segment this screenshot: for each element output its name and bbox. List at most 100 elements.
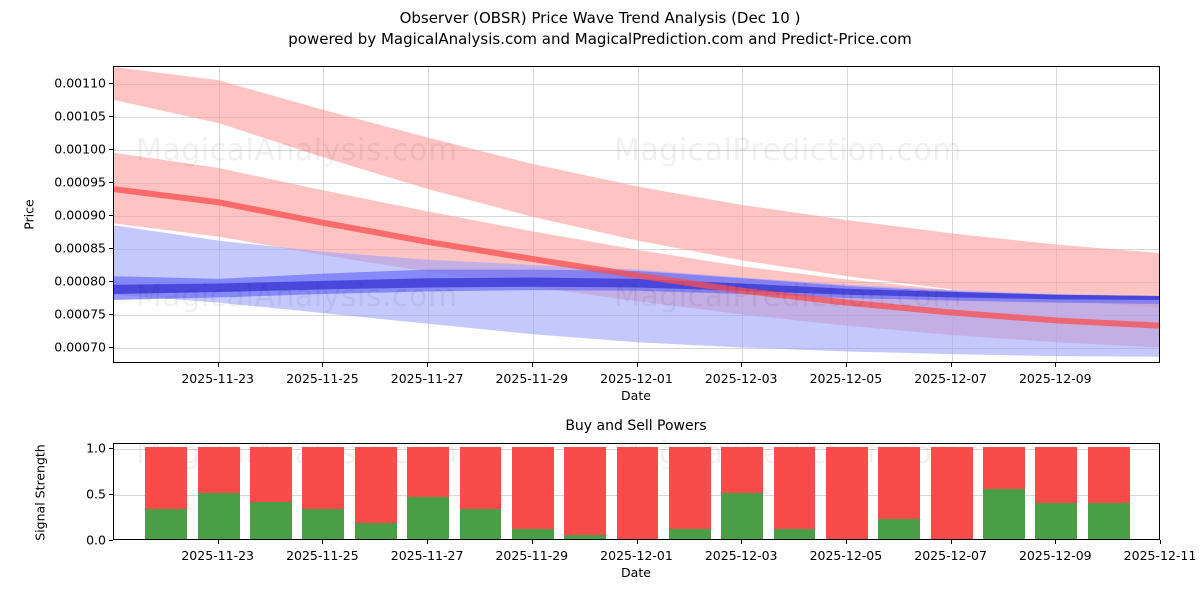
powers-bar[interactable]	[668, 446, 711, 539]
x-axis-tick-mark	[950, 363, 952, 367]
y-axis-tick-label: 0.00090	[54, 207, 106, 222]
x-axis-tick-label: 2025-12-01	[600, 548, 673, 563]
powers-bar[interactable]	[302, 446, 345, 539]
y-axis-tick-mark	[109, 247, 113, 249]
chart-title-subtitle: powered by MagicalAnalysis.com and Magic…	[288, 30, 912, 48]
powers-bar[interactable]	[930, 446, 973, 539]
powers-bar[interactable]	[564, 446, 607, 539]
y-axis-tick-mark	[109, 181, 113, 183]
y-axis-tick-label: 0.00095	[54, 174, 106, 189]
gridline-horizontal	[114, 149, 1159, 151]
y-axis-tick-label: 0.00110	[54, 75, 106, 90]
x-axis-tick-label: 2025-12-03	[704, 371, 778, 386]
page-title: Observer (OBSR) Price Wave Trend Analysi…	[0, 8, 1200, 50]
sell-power-segment	[616, 446, 659, 539]
x-axis-tick-mark	[741, 540, 743, 544]
powers-bar[interactable]	[197, 446, 240, 539]
sell-power-segment	[773, 446, 816, 539]
powers-bar[interactable]	[250, 446, 292, 539]
powers-bar[interactable]	[616, 446, 659, 539]
x-axis-tick-label: 2025-12-11	[1123, 548, 1197, 563]
powers-bar[interactable]	[354, 446, 397, 539]
x-axis-tick-label: 2025-11-29	[495, 548, 569, 563]
buy-power-segment	[878, 518, 921, 539]
x-axis-tick-mark	[1055, 540, 1057, 544]
powers-bar[interactable]	[1087, 446, 1130, 539]
powers-bar[interactable]	[773, 446, 816, 539]
y-axis-tick-mark	[109, 346, 113, 348]
x-axis-tick-label: 2025-12-01	[600, 371, 673, 386]
gridline-horizontal	[114, 83, 1159, 85]
y-axis-tick-label: 0.00075	[54, 306, 106, 321]
x-axis-tick-mark	[636, 540, 638, 544]
x-axis-tick-mark	[1055, 363, 1057, 367]
buy-power-segment	[1087, 502, 1130, 539]
buy-power-segment	[354, 523, 397, 539]
x-axis-tick-mark	[636, 363, 638, 367]
buy-power-segment	[197, 492, 240, 539]
y-axis-tick-mark	[109, 280, 113, 282]
x-axis-tick-mark	[741, 363, 743, 367]
powers-bar[interactable]	[878, 446, 921, 539]
x-axis-tick-label: 2025-12-09	[1018, 548, 1092, 563]
y-axis-tick-mark	[109, 214, 113, 216]
y-axis-tick-label: 0.00105	[54, 108, 106, 123]
sell-power-segment	[511, 446, 554, 539]
x-axis-tick-label: 2025-12-07	[914, 371, 987, 386]
chart-title-main: Observer (OBSR) Price Wave Trend Analysi…	[399, 9, 801, 27]
y-axis-tick-label: 0.0	[86, 532, 106, 548]
x-axis-tick-mark	[845, 540, 847, 544]
x-axis-tick-mark	[531, 540, 533, 544]
powers-bar[interactable]	[145, 446, 188, 539]
powers-bar[interactable]	[511, 446, 554, 539]
gridline-vertical	[951, 67, 953, 362]
x-axis-tick-mark	[1160, 540, 1161, 544]
y-axis-tick-mark	[109, 115, 113, 117]
powers-bar[interactable]	[983, 446, 1025, 539]
x-axis-tick-label: 2025-12-09	[1018, 371, 1092, 386]
y-axis-tick-mark	[109, 148, 113, 150]
buy-power-segment	[250, 502, 292, 539]
sell-center-trend-line	[114, 186, 1159, 329]
x-axis-tick-label: 2025-11-25	[286, 371, 359, 386]
x-axis-tick-label: 2025-12-05	[809, 371, 883, 386]
x-axis-tick-mark	[322, 363, 324, 367]
buy-power-segment	[668, 528, 711, 539]
price-wave-trend-chart: MagicalAnalysis.com MagicalPrediction.co…	[113, 66, 1160, 363]
buy-power-segment	[511, 528, 554, 539]
y-axis-tick-label: 0.00070	[54, 339, 106, 354]
gridline-horizontal	[114, 182, 1159, 184]
y-axis-tick-label: 0.00085	[54, 240, 106, 255]
x-axis-tick-label: 2025-11-23	[181, 548, 255, 563]
x-axis-tick-mark	[531, 363, 533, 367]
gridline-horizontal	[114, 248, 1159, 250]
buy-core-band	[114, 277, 1159, 300]
buy-power-segment	[302, 508, 345, 539]
gridline-horizontal	[114, 116, 1159, 118]
price-wave-bands	[114, 67, 1159, 357]
powers-bar[interactable]	[721, 446, 764, 539]
y-axis-tick-mark	[109, 447, 113, 449]
gridline-vertical	[1056, 67, 1058, 362]
gridline-vertical	[846, 67, 848, 362]
powers-bar[interactable]	[825, 446, 868, 539]
x-axis-tick-mark	[217, 540, 219, 544]
y-axis-tick-label: 0.00100	[54, 141, 106, 156]
gridline-horizontal	[114, 347, 1159, 349]
powers-chart-title: Buy and Sell Powers	[565, 418, 707, 434]
powers-bar[interactable]	[459, 446, 502, 539]
sell-power-segment	[825, 446, 868, 539]
powers-bar[interactable]	[407, 446, 450, 539]
x-axis-tick-label: 2025-11-27	[390, 548, 464, 563]
x-axis-tick-label: 2025-11-29	[495, 371, 569, 386]
y-axis-tick-label: 0.5	[86, 486, 106, 502]
x-axis-tick-label: 2025-11-23	[181, 371, 255, 386]
buy-outer-band	[114, 225, 1159, 357]
powers-bar[interactable]	[1035, 446, 1078, 539]
x-axis-tick-label: 2025-11-27	[390, 371, 464, 386]
y-axis-tick-mark	[109, 540, 113, 541]
sell-power-segment	[564, 446, 607, 539]
buy-power-segment	[773, 528, 816, 539]
buy-power-segment	[407, 497, 450, 539]
